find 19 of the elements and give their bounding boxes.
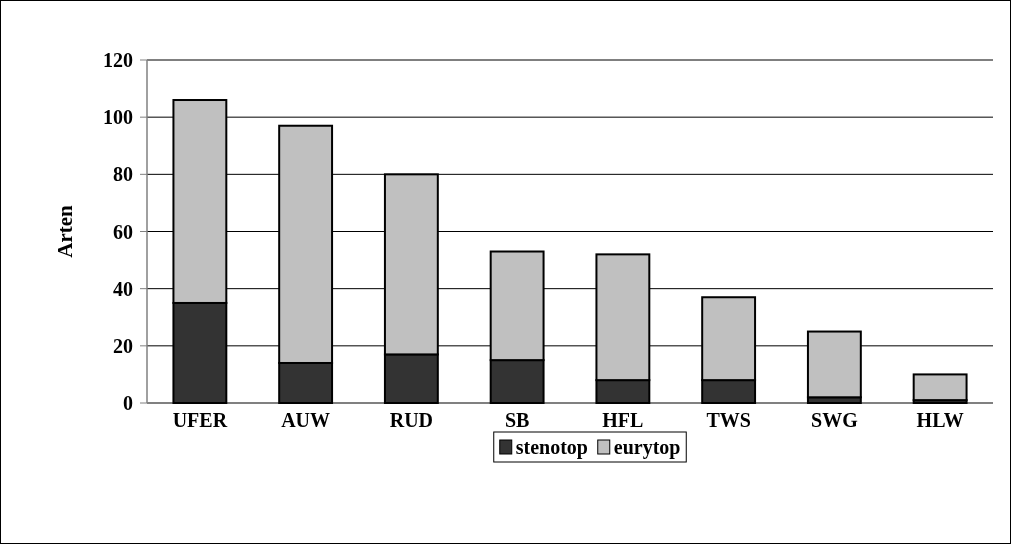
x-tick-label: SB (504, 409, 530, 431)
y-tick-label: 60 (113, 220, 133, 243)
y-tick-label: 100 (103, 106, 133, 129)
y-axis-title: Arten (53, 204, 77, 258)
y-tick-label: 80 (113, 163, 133, 186)
x-tick-label: AUW (281, 409, 331, 431)
x-tick-label: SWG (811, 409, 859, 431)
y-tick-label: 20 (113, 334, 133, 357)
legend-label: stenotop (515, 436, 588, 459)
x-tick-label: HFL (602, 409, 644, 431)
y-tick-label: 120 (103, 49, 133, 71)
x-tick-label: UFER (172, 409, 228, 431)
bar (912, 373, 968, 402)
x-tick-label: HLW (916, 409, 964, 431)
y-tick-label: 0 (123, 392, 133, 414)
x-tick-label: RUD (389, 409, 434, 431)
y-tick-label: 40 (113, 277, 133, 300)
legend-label: eurytop (613, 436, 681, 459)
x-tick-label: TWS (706, 409, 751, 431)
